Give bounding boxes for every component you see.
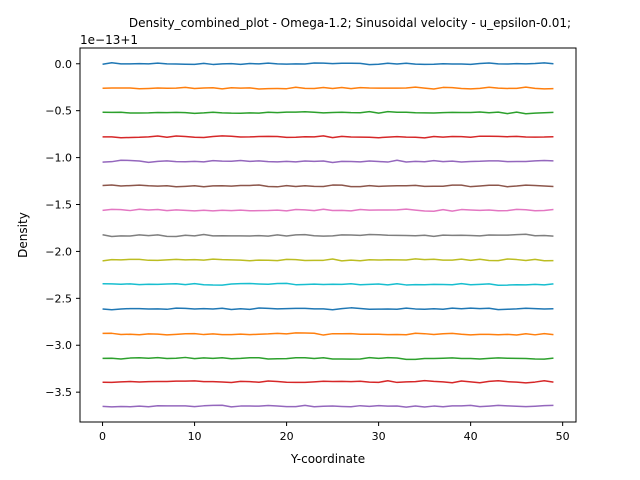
y-tick-label: −3.0 (45, 339, 72, 352)
plot-area-frame (79, 47, 577, 423)
y-tick-label: −2.5 (45, 292, 72, 305)
x-tick-label: 40 (464, 430, 478, 443)
series-line-15 (102, 404, 554, 408)
series-line-5 (102, 159, 554, 164)
y-axis-label: Density (16, 212, 30, 258)
y-tick-label: −0.5 (45, 105, 72, 118)
y-tick-label: 0.0 (55, 58, 73, 71)
series-line-4 (102, 135, 554, 139)
x-tick-label: 30 (372, 430, 386, 443)
series-line-12 (102, 332, 554, 336)
y-tick-label: −1.0 (45, 152, 72, 165)
y-tick-label: −1.5 (45, 199, 72, 212)
series-line-2 (102, 86, 554, 90)
x-tick-label: 10 (188, 430, 202, 443)
series-line-11 (102, 307, 554, 311)
plot-lines (102, 62, 554, 408)
x-tick-label: 0 (99, 430, 106, 443)
series-line-9 (102, 258, 554, 262)
series-line-6 (102, 184, 554, 188)
series-line-1 (102, 62, 554, 66)
y-tick-label: −2.0 (45, 245, 72, 258)
series-line-3 (102, 110, 554, 115)
x-tick-label: 50 (556, 430, 570, 443)
series-line-7 (102, 208, 554, 212)
series-line-14 (102, 379, 554, 384)
series-line-13 (102, 356, 554, 361)
series-line-10 (102, 282, 554, 286)
x-axis-label: Y-coordinate (290, 452, 365, 466)
x-axis: 0 10 20 30 40 50 (99, 422, 570, 443)
series-line-8 (102, 233, 554, 238)
x-tick-label: 20 (280, 430, 294, 443)
y-axis: 0.0 −0.5 −1.0 −1.5 −2.0 −2.5 −3.0 −3.5 (45, 58, 80, 399)
chart-title: Density_combined_plot - Omega-1.2; Sinus… (129, 16, 571, 30)
y-offset-label: 1e−13+1 (80, 33, 138, 47)
y-tick-label: −3.5 (45, 386, 72, 399)
